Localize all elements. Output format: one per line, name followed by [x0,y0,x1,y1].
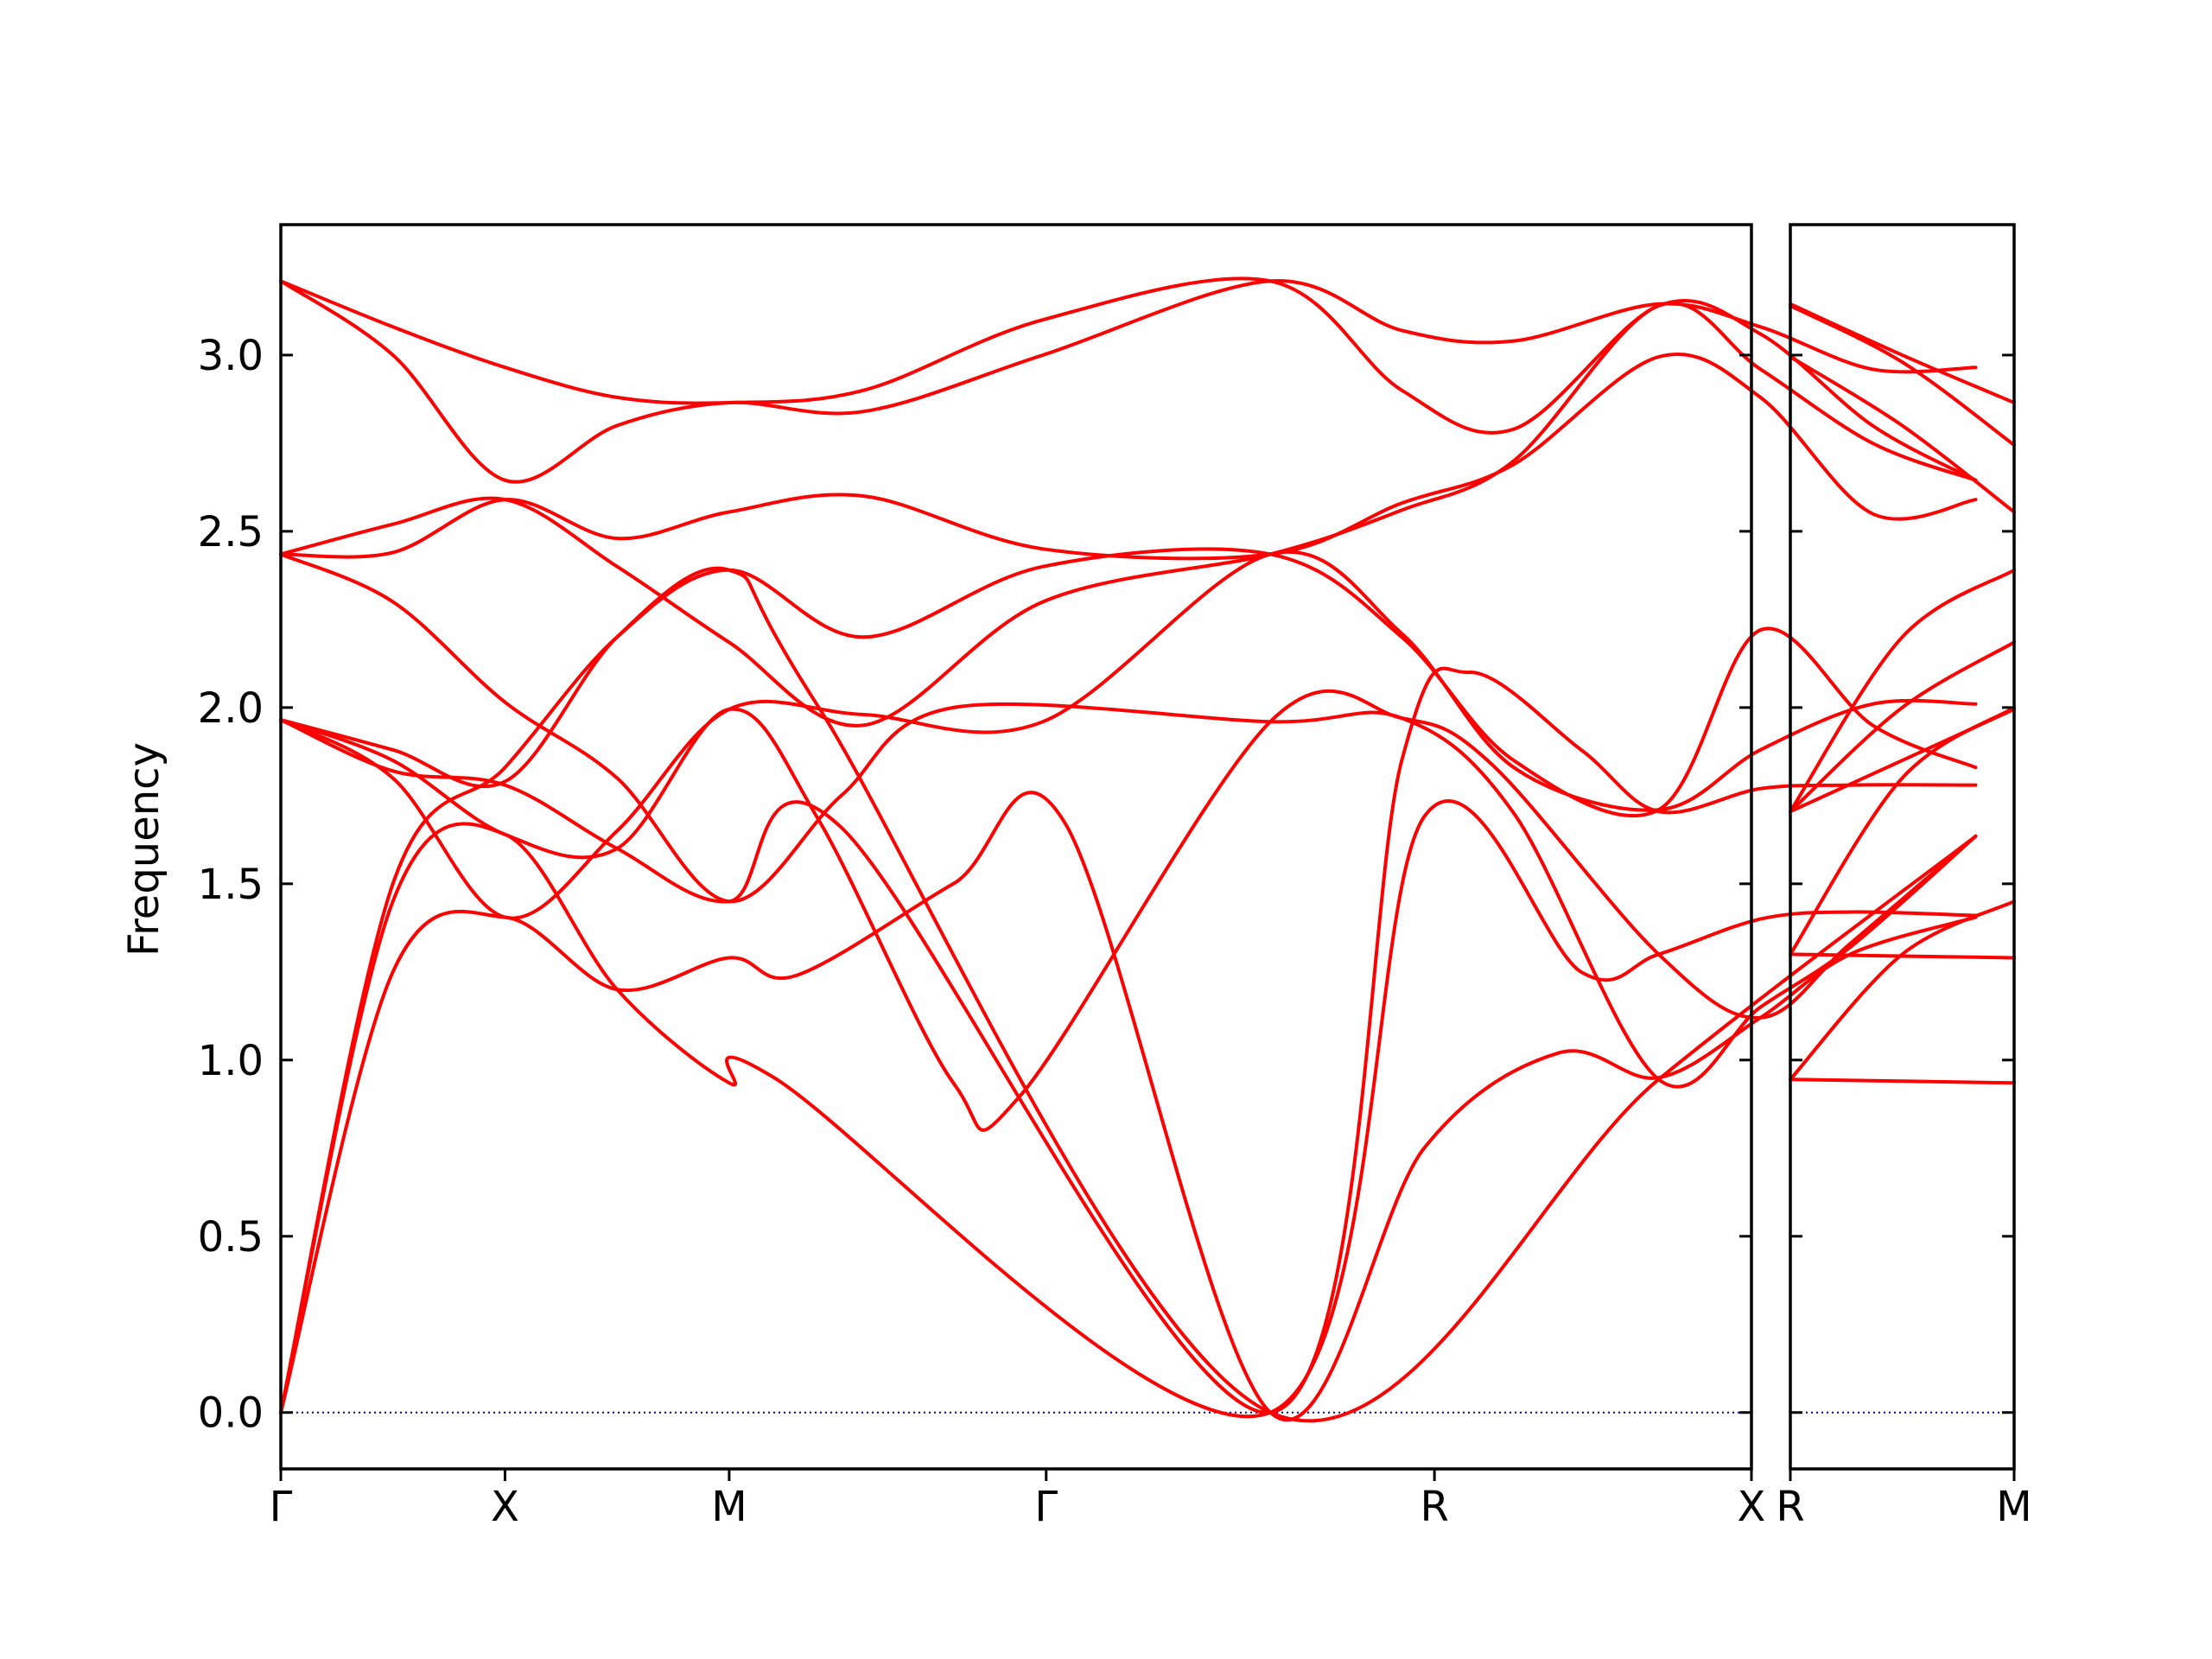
band-line [1789,1077,2016,1085]
y-tick-label: 2.5 [198,508,264,556]
y-tick-label: 2.0 [198,684,264,733]
panel-main: 0.00.51.01.52.02.53.0Γ X M Γ R X [198,223,1978,1531]
band-line [279,799,1978,1419]
y-tick-label: 1.5 [198,861,264,909]
y-tick-label: 0.5 [198,1213,264,1262]
x-tick-label: R [1776,1483,1804,1531]
band-line [279,791,1978,1422]
x-tick-label: M [1996,1483,2031,1531]
y-tick-label: 3.0 [198,332,264,380]
plot-frame [279,223,1753,1471]
band-line [279,550,1978,920]
x-tick-label: Γ [270,1483,293,1531]
band-line [279,547,1978,1414]
y-tick-label: 0.0 [198,1389,264,1438]
band-line [1789,899,2016,1082]
x-tick-label: X [1738,1483,1766,1531]
band-line [1789,640,2016,814]
band-line [1789,568,2016,814]
band-line [279,301,1978,728]
band-line [1789,707,2016,814]
x-tick-label: X [491,1483,519,1531]
y-axis-label: Frequency [120,742,168,957]
x-tick-label: M [711,1483,747,1531]
band-line [279,689,1978,1132]
x-tick-label: Γ [1034,1483,1058,1531]
band-line [1789,355,2016,514]
band-line [279,276,1978,482]
y-tick-label: 1.0 [198,1037,264,1085]
band-line [279,552,1978,1089]
band-line [1789,303,2016,447]
band-line [279,566,1978,1423]
x-tick-label: R [1420,1483,1448,1531]
band-line [279,279,1978,484]
band-line [1789,302,2016,404]
plot-frame [1789,223,2016,1471]
band-line [1789,705,2016,957]
band-line [279,352,1978,561]
band-line [279,666,1978,1414]
